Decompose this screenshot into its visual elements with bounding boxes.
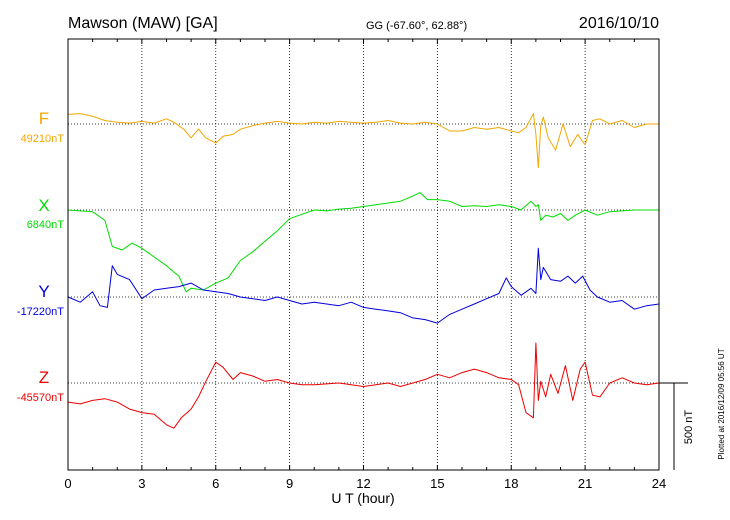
series-line-f bbox=[67, 113, 659, 168]
chart-title: Mawson (MAW) [GA] bbox=[68, 15, 218, 32]
plotted-timestamp: Plotted at 2016/12/09 05:56 UT bbox=[717, 348, 726, 459]
chart-date: 2016/10/10 bbox=[579, 15, 659, 32]
x-tick-label: 9 bbox=[286, 476, 293, 491]
series-name-f: F bbox=[39, 109, 49, 128]
x-tick-label: 0 bbox=[64, 476, 71, 491]
x-tick-label: 21 bbox=[578, 476, 592, 491]
station-coordinates: GG (-67.60°, 62.88°) bbox=[366, 20, 467, 32]
series-baseline-z: -45570nT bbox=[17, 392, 64, 404]
scale-bar-label: 500 nT bbox=[683, 410, 695, 445]
series-labels: F 49210nT X 6840nT Y -17220nT Z -45570nT bbox=[17, 109, 64, 404]
series-line-x bbox=[67, 192, 659, 293]
x-tick-label: 12 bbox=[356, 476, 370, 491]
series-name-y: Y bbox=[38, 282, 49, 301]
x-axis-label: U T (hour) bbox=[331, 490, 394, 506]
x-tick-label: 24 bbox=[652, 476, 666, 491]
series-layer bbox=[67, 113, 660, 429]
x-tick-label: 6 bbox=[212, 476, 219, 491]
series-name-z: Z bbox=[39, 368, 49, 387]
x-tick-label: 15 bbox=[430, 476, 444, 491]
grid-lines bbox=[68, 39, 659, 470]
x-axis-ticks: 0 3 6 9 12 15 18 21 24 bbox=[64, 39, 666, 491]
scale-bar: 500 nT bbox=[659, 382, 695, 470]
x-tick-label: 3 bbox=[138, 476, 145, 491]
series-line-z bbox=[67, 342, 660, 429]
series-line-y bbox=[67, 247, 660, 324]
series-baseline-x: 6840nT bbox=[27, 219, 65, 231]
series-baseline-f: 49210nT bbox=[21, 133, 65, 145]
x-tick-label: 18 bbox=[504, 476, 518, 491]
series-baseline-y: -17220nT bbox=[17, 306, 64, 318]
series-name-x: X bbox=[38, 196, 49, 215]
